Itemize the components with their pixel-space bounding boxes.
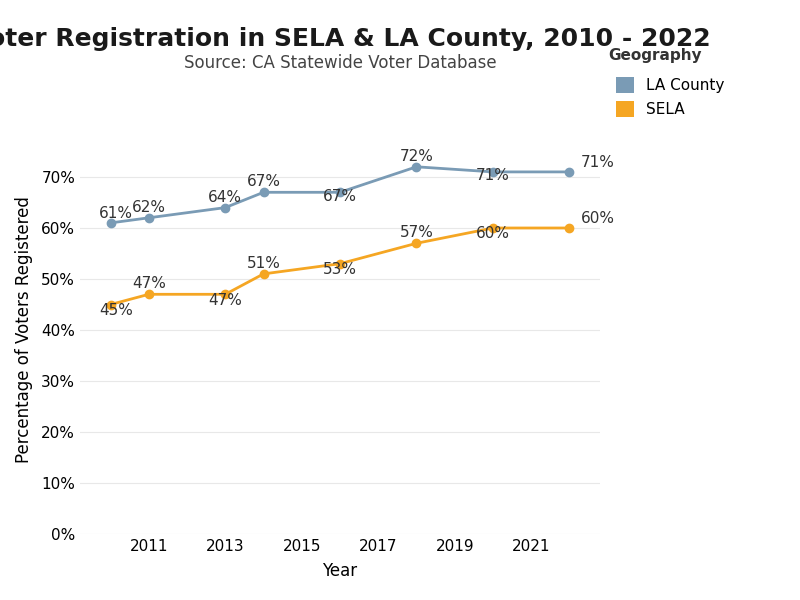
Text: 45%: 45% bbox=[99, 303, 133, 318]
Text: 60%: 60% bbox=[476, 226, 510, 241]
Text: 71%: 71% bbox=[476, 168, 510, 183]
X-axis label: Year: Year bbox=[322, 562, 358, 580]
Text: Voter Registration in SELA & LA County, 2010 - 2022: Voter Registration in SELA & LA County, … bbox=[0, 27, 710, 51]
Text: 61%: 61% bbox=[99, 206, 133, 221]
Text: 72%: 72% bbox=[399, 149, 434, 164]
Text: 67%: 67% bbox=[246, 174, 281, 189]
Text: 51%: 51% bbox=[246, 256, 281, 271]
Text: 71%: 71% bbox=[581, 155, 614, 170]
Text: 60%: 60% bbox=[581, 211, 615, 226]
Text: 67%: 67% bbox=[323, 188, 357, 203]
Text: Geography: Geography bbox=[608, 48, 702, 63]
Text: 62%: 62% bbox=[132, 200, 166, 215]
Text: Source: CA Statewide Voter Database: Source: CA Statewide Voter Database bbox=[184, 54, 496, 72]
Y-axis label: Percentage of Voters Registered: Percentage of Voters Registered bbox=[15, 197, 33, 463]
Legend: LA County, SELA: LA County, SELA bbox=[616, 77, 725, 117]
Text: 47%: 47% bbox=[132, 276, 166, 291]
Text: 53%: 53% bbox=[323, 262, 357, 277]
Text: 47%: 47% bbox=[208, 293, 242, 308]
Text: 64%: 64% bbox=[208, 190, 242, 205]
Text: 57%: 57% bbox=[399, 225, 434, 240]
